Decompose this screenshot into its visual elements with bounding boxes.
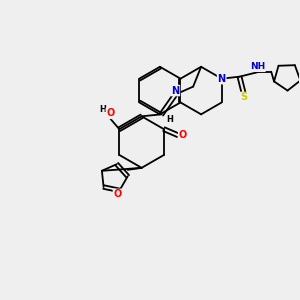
Text: S: S — [240, 92, 247, 103]
Text: O: O — [179, 130, 187, 140]
Text: N: N — [218, 74, 226, 84]
Text: O: O — [113, 189, 122, 200]
Text: O: O — [106, 108, 115, 118]
Text: NH: NH — [250, 62, 265, 71]
Text: H: H — [166, 115, 173, 124]
Text: H: H — [99, 105, 106, 114]
Text: N: N — [171, 85, 179, 96]
